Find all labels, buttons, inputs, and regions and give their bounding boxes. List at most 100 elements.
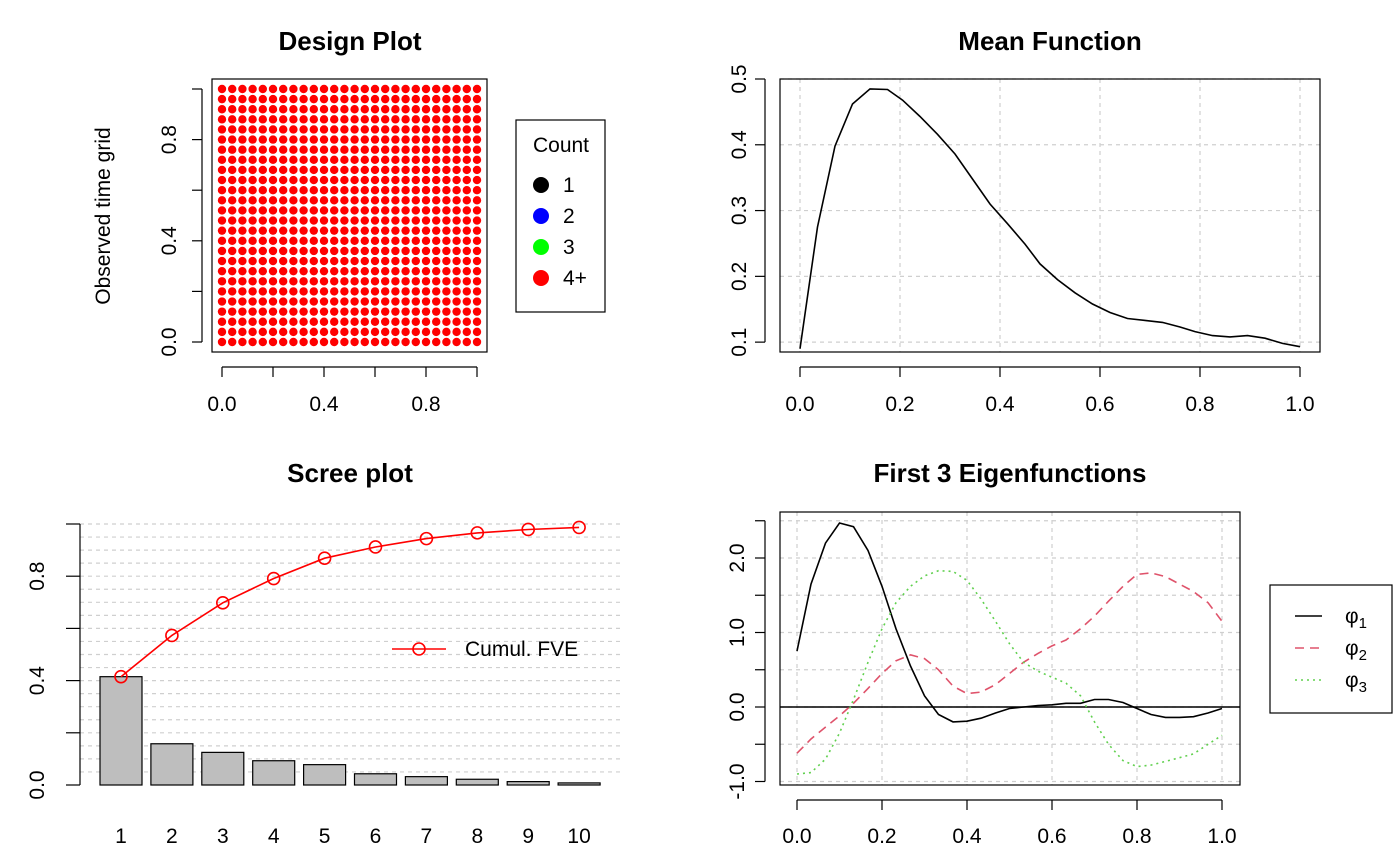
design-point — [330, 277, 339, 286]
legend-label-cumul-fve: Cumul. FVE — [465, 638, 578, 661]
mean-function-frame — [779, 78, 1321, 353]
design-point — [330, 317, 339, 326]
design-point — [350, 206, 359, 215]
design-point — [370, 105, 380, 114]
design-point — [472, 84, 482, 94]
design-point — [309, 186, 318, 195]
design-point — [442, 165, 451, 175]
design-point — [472, 196, 482, 205]
design-point — [299, 105, 308, 114]
design-point — [472, 216, 482, 225]
design-point — [452, 307, 461, 316]
design-point — [370, 277, 380, 286]
design-point — [391, 94, 400, 104]
design-point — [319, 246, 329, 256]
design-point — [340, 206, 349, 215]
cumulative-fve-point — [216, 596, 230, 610]
design-point — [391, 125, 400, 134]
design-point — [401, 175, 410, 185]
design-point — [401, 317, 410, 326]
legend-swatch — [533, 177, 549, 193]
design-point — [258, 175, 267, 185]
design-point — [370, 307, 380, 316]
design-point — [401, 226, 410, 235]
design-point — [442, 226, 451, 235]
design-point — [340, 115, 349, 124]
design-point — [462, 155, 471, 165]
design-point — [299, 145, 308, 154]
design-point — [360, 105, 369, 114]
design-point — [248, 297, 257, 306]
design-point — [401, 256, 410, 266]
design-point — [421, 297, 431, 306]
design-point — [340, 175, 349, 185]
design-point — [289, 266, 298, 276]
design-point — [258, 266, 267, 276]
design-point — [381, 175, 390, 185]
design-point — [411, 287, 420, 296]
design-point — [462, 236, 471, 245]
design-point — [442, 327, 451, 337]
design-point — [319, 307, 329, 316]
design-point — [309, 175, 318, 185]
design-point — [330, 125, 339, 134]
design-point — [421, 165, 431, 175]
design-point — [340, 327, 349, 337]
design-point — [442, 186, 451, 195]
design-point — [442, 317, 451, 326]
design-point — [299, 125, 308, 134]
design-point — [462, 266, 471, 276]
design-point — [217, 287, 227, 296]
design-point — [452, 266, 461, 276]
y-tick-label: 0.3 — [728, 196, 751, 225]
design-point — [217, 135, 227, 144]
design-point — [238, 145, 247, 154]
design-point — [340, 84, 349, 94]
cumulative-fve-point — [470, 526, 485, 540]
design-point — [391, 226, 400, 235]
design-point — [248, 206, 257, 215]
design-point — [228, 125, 237, 134]
design-point — [319, 125, 329, 134]
design-point — [381, 256, 390, 266]
design-point — [381, 196, 390, 205]
eigenfunction-line — [796, 572, 1223, 754]
design-point — [330, 196, 339, 205]
design-point — [391, 246, 400, 256]
design-point — [381, 317, 390, 326]
design-point — [268, 317, 278, 326]
design-point — [309, 277, 318, 286]
design-point — [452, 317, 461, 326]
design-point — [279, 307, 288, 316]
design-point — [289, 236, 298, 245]
design-point — [340, 226, 349, 235]
eigenfunctions-panel: First 3 Eigenfunctions 0.0 0.2 0.4 0.6 0.8 1.… — [726, 458, 1393, 848]
design-point — [421, 277, 431, 286]
design-point — [381, 226, 390, 235]
design-point — [472, 337, 482, 347]
design-point — [228, 297, 237, 306]
design-point — [432, 165, 441, 175]
design-point — [279, 145, 288, 154]
design-point — [228, 94, 237, 104]
design-point — [432, 94, 441, 104]
design-point — [319, 206, 329, 215]
design-point — [217, 266, 227, 276]
design-point — [401, 287, 410, 296]
design-point — [299, 94, 308, 104]
design-point — [360, 206, 369, 215]
design-point — [350, 246, 359, 256]
design-point — [299, 115, 308, 124]
design-point — [421, 115, 431, 124]
design-point — [228, 135, 237, 144]
design-point — [381, 94, 390, 104]
design-point — [442, 84, 451, 94]
design-point — [432, 206, 441, 215]
design-point — [289, 105, 298, 114]
legend-label: 4+ — [563, 267, 587, 290]
design-point — [279, 297, 288, 306]
design-point — [279, 94, 288, 104]
design-point — [472, 105, 482, 114]
design-point — [258, 246, 267, 256]
eigenfunctions-frame — [779, 511, 1241, 786]
